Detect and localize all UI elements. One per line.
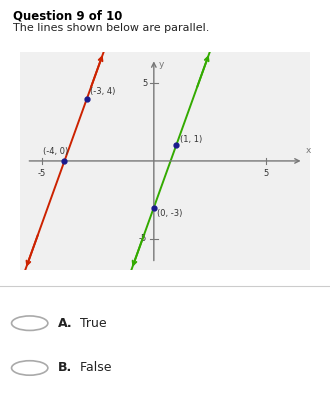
Text: B.: B. xyxy=(58,362,72,375)
Text: True: True xyxy=(76,317,107,330)
Text: -5: -5 xyxy=(139,234,147,243)
Text: Question 9 of 10: Question 9 of 10 xyxy=(13,9,122,22)
Text: A.: A. xyxy=(58,317,72,330)
Text: 5: 5 xyxy=(142,79,147,88)
Text: x: x xyxy=(306,146,311,155)
Text: (-4, 0): (-4, 0) xyxy=(43,147,68,156)
Text: False: False xyxy=(76,362,112,375)
Text: 5: 5 xyxy=(263,169,268,178)
Text: y: y xyxy=(159,60,164,69)
Text: (1, 1): (1, 1) xyxy=(180,135,202,144)
Text: -5: -5 xyxy=(38,169,46,178)
Text: (-3, 4): (-3, 4) xyxy=(90,87,115,97)
Text: (0, -3): (0, -3) xyxy=(156,209,182,218)
Text: The lines shown below are parallel.: The lines shown below are parallel. xyxy=(13,23,210,33)
